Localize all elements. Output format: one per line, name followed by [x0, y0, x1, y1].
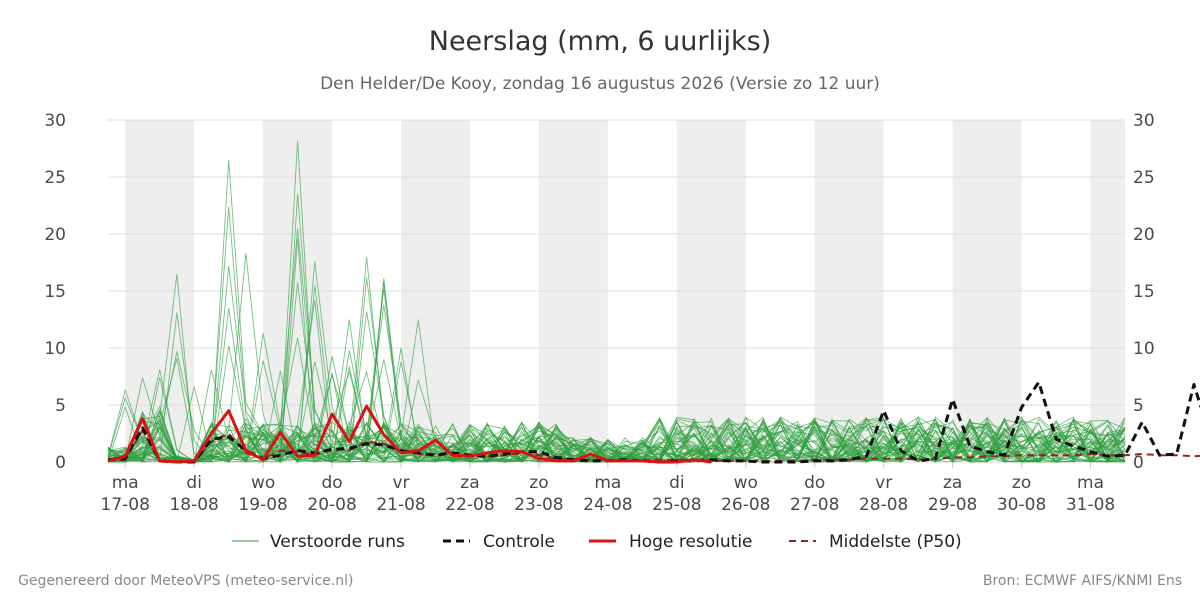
x-tick-day: do	[321, 473, 342, 493]
x-tick-date: 28-08	[859, 495, 908, 515]
x-tick-day: ma	[594, 473, 621, 493]
x-tick-day: do	[804, 473, 825, 493]
x-tick-date: 20-08	[307, 495, 356, 515]
y-tick-label: 20	[1133, 225, 1155, 245]
highres-line	[107, 404, 712, 464]
x-axis: ma17-08di18-08wo19-08do20-08vr21-08za22-…	[101, 462, 1115, 515]
y-tick-label: 25	[1133, 168, 1155, 188]
y-tick-label: 10	[44, 339, 66, 359]
ensemble-member-line	[107, 347, 1126, 463]
x-tick-day: vr	[875, 473, 892, 493]
x-tick-day: vr	[393, 473, 410, 493]
x-tick-date: 21-08	[376, 495, 425, 515]
footer-generated-by: Gegenereerd door MeteoVPS (meteo-service…	[18, 573, 353, 589]
x-tick-date: 31-08	[1066, 495, 1115, 515]
x-tick-day: ma	[112, 473, 139, 493]
x-tick-date: 26-08	[721, 495, 770, 515]
ensemble-member-line	[107, 337, 1126, 463]
x-tick-date: 29-08	[928, 495, 977, 515]
x-tick-day: ma	[1077, 473, 1104, 493]
x-tick-day: za	[943, 473, 962, 493]
y-tick-label: 5	[55, 396, 66, 416]
legend-label-control: Controle	[483, 532, 555, 552]
y-axis-left: 0 5 10 15 20 25 30	[44, 111, 66, 473]
x-tick-date: 25-08	[652, 495, 701, 515]
x-tick-day: wo	[734, 473, 758, 493]
y-tick-label: 20	[44, 225, 66, 245]
x-tick-day: za	[460, 473, 479, 493]
ensemble-member-line	[107, 350, 1126, 463]
x-tick-date: 30-08	[997, 495, 1046, 515]
ensemble-member-line	[107, 370, 1126, 463]
x-tick-day: zo	[529, 473, 548, 493]
y-axis-right: 0 5 10 15 20 25 30	[1133, 111, 1155, 473]
y-tick-label: 0	[1133, 453, 1144, 473]
x-tick-date: 17-08	[101, 495, 150, 515]
y-tick-label: 15	[1133, 282, 1155, 302]
footer-source: Bron: ECMWF AIFS/KNMI Ens	[983, 573, 1182, 589]
x-tick-date: 23-08	[514, 495, 563, 515]
legend-label-highres: Hoge resolutie	[629, 532, 753, 552]
x-tick-day: di	[669, 473, 685, 493]
y-tick-label: 30	[1133, 111, 1155, 131]
legend-label-median: Middelste (P50)	[829, 532, 962, 552]
y-tick-label: 0	[55, 453, 66, 473]
y-tick-label: 25	[44, 168, 66, 188]
y-tick-label: 5	[1133, 396, 1144, 416]
x-tick-date: 18-08	[169, 495, 218, 515]
x-tick-day: wo	[251, 473, 275, 493]
x-tick-day: di	[186, 473, 202, 493]
y-tick-label: 15	[44, 282, 66, 302]
legend-label-ensemble: Verstoorde runs	[270, 532, 405, 552]
y-tick-label: 30	[44, 111, 66, 131]
main-series	[107, 380, 1200, 464]
x-tick-date: 27-08	[790, 495, 839, 515]
legend: Verstoorde runs Controle Hoge resolutie …	[232, 532, 962, 552]
x-tick-date: 22-08	[445, 495, 494, 515]
y-tick-label: 10	[1133, 339, 1155, 359]
x-tick-date: 19-08	[238, 495, 287, 515]
chart-subtitle: Den Helder/De Kooy, zondag 16 augustus 2…	[320, 74, 880, 94]
chart-title: Neerslag (mm, 6 uurlijks)	[429, 26, 771, 57]
x-tick-date: 24-08	[583, 495, 632, 515]
x-tick-day: zo	[1012, 473, 1031, 493]
